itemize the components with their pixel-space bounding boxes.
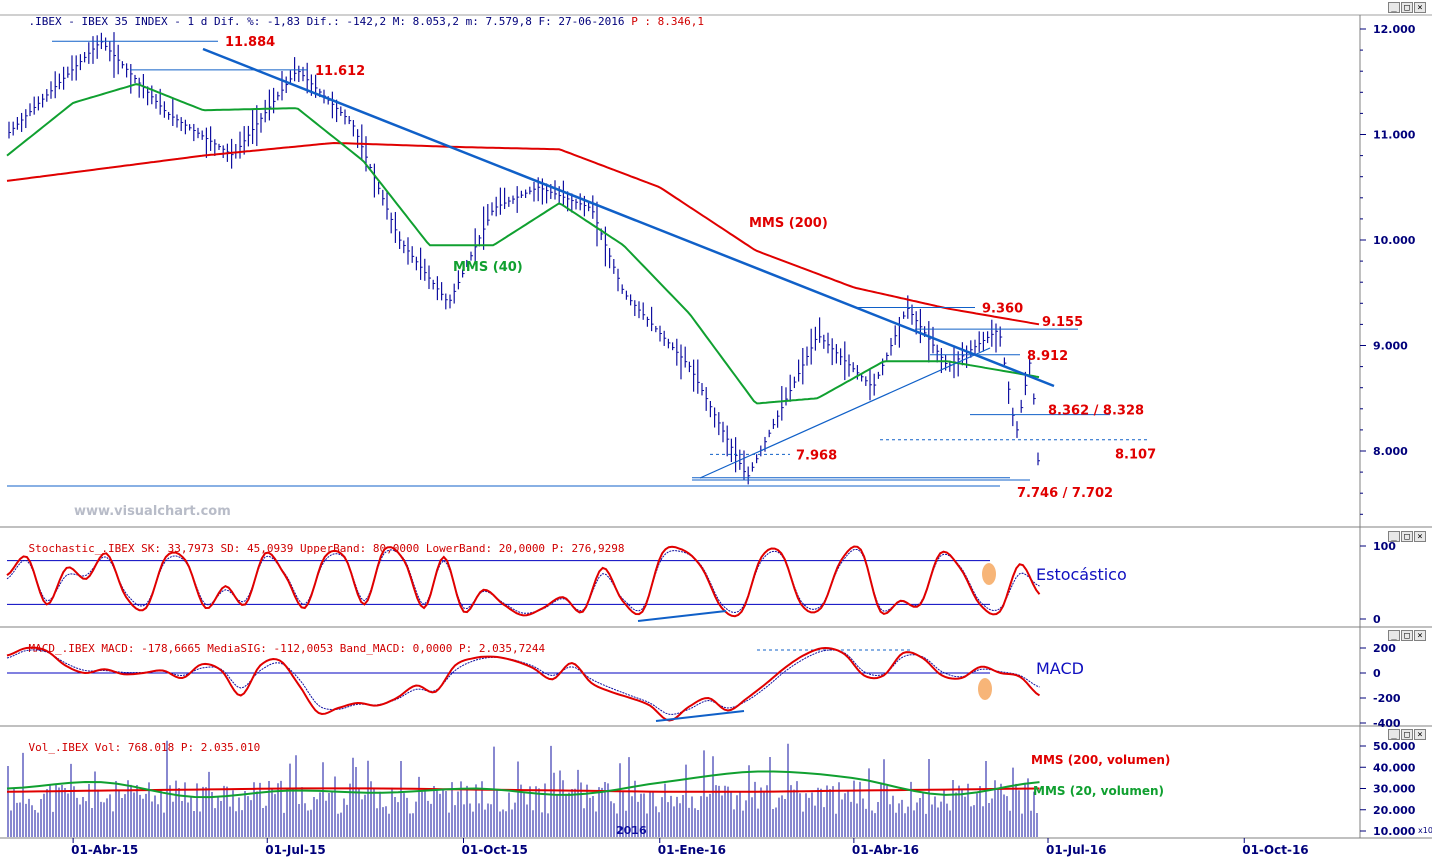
price-tick-label: 12.000 bbox=[1373, 23, 1416, 36]
stoch-title: Estocástico bbox=[1036, 565, 1127, 584]
macd-title: MACD bbox=[1036, 659, 1084, 678]
price-tick-label: 10.000 bbox=[1373, 234, 1416, 247]
vol-tick-label: 40.000 bbox=[1373, 761, 1416, 774]
maximize-button[interactable]: □ bbox=[1401, 2, 1413, 13]
price-tick-label: 9.000 bbox=[1373, 340, 1408, 353]
vol-header-text: Vol_.IBEX Vol: 768.018 bbox=[28, 741, 175, 754]
vol-panel-header: Vol_.IBEX Vol: 768.018 P: 2.035.010 bbox=[2, 728, 261, 767]
date-tick-label: 01-Ene-16 bbox=[658, 843, 726, 857]
stoch-p-text: P: 276,9298 bbox=[551, 542, 625, 555]
stoch-divergence-line bbox=[637, 610, 727, 622]
year-label: 2016 bbox=[616, 824, 647, 837]
vol-mms200-line bbox=[6, 787, 1040, 793]
level-label: 7.968 bbox=[796, 448, 837, 463]
macd-tick-label: 200 bbox=[1373, 642, 1396, 655]
minimize-button[interactable]: _ bbox=[1388, 2, 1400, 13]
watermark-text: www.visualchart.com bbox=[74, 504, 231, 519]
level-label: 9.155 bbox=[1042, 315, 1083, 330]
macd-tick-label: -400 bbox=[1373, 717, 1401, 730]
vol-tick-label: 50.000 bbox=[1373, 740, 1416, 753]
macd-panel-header: MACD_.IBEX MACD: -178,6665 MediaSIG: -11… bbox=[2, 629, 546, 668]
macd-tick-label: -200 bbox=[1373, 692, 1401, 705]
p-value-text: P : 8.346,1 bbox=[631, 15, 705, 28]
date-tick-label: 01-Jul-15 bbox=[265, 843, 325, 857]
date-tick-label: 01-Oct-15 bbox=[462, 843, 528, 857]
level-label: 8.107 bbox=[1115, 448, 1156, 463]
vol-mms200-label: MMS (200, volumen) bbox=[1031, 753, 1170, 767]
macd-header-text: MACD_.IBEX MACD: -178,6665 MediaSIG: -11… bbox=[28, 642, 453, 655]
maximize-button[interactable]: □ bbox=[1401, 531, 1413, 542]
minimize-button[interactable]: _ bbox=[1388, 630, 1400, 641]
vol-mms20-label: MMS (20, volumen) bbox=[1033, 784, 1164, 798]
axes: 12.000 11.000 10.000 9.000 8.000 01-Abr-15 01-… bbox=[71, 23, 1432, 857]
macd-p-text: P: 2.035,7244 bbox=[458, 642, 546, 655]
vol-tick-label: 30.000 bbox=[1373, 783, 1416, 796]
macd-signal-line bbox=[6, 649, 1040, 715]
close-button[interactable]: × bbox=[1414, 729, 1426, 740]
date-tick-label: 01-Jul-16 bbox=[1046, 843, 1106, 857]
volume-panel bbox=[6, 740, 1040, 837]
close-button[interactable]: × bbox=[1414, 531, 1426, 542]
minimize-button[interactable]: _ bbox=[1388, 729, 1400, 740]
symbol-text: .IBEX - IBEX 35 INDEX - bbox=[28, 15, 181, 28]
price-tick-label: 11.000 bbox=[1373, 129, 1416, 142]
macd-divergence-line bbox=[655, 710, 745, 722]
close-button[interactable]: × bbox=[1414, 630, 1426, 641]
date-tick-label: 01-Oct-16 bbox=[1242, 843, 1308, 857]
maximize-button[interactable]: □ bbox=[1401, 729, 1413, 740]
uptrend-line bbox=[699, 347, 991, 479]
minimize-button[interactable]: _ bbox=[1388, 531, 1400, 542]
period-text: 1 d bbox=[187, 15, 208, 28]
date-tick-label: 01-Abr-15 bbox=[71, 843, 138, 857]
vol-tick-label: 10.000 bbox=[1373, 825, 1416, 838]
stoch-sk-line bbox=[6, 545, 1041, 618]
price-panel-header: .IBEX - IBEX 35 INDEX - 1 d Dif. %: -1,8… bbox=[2, 2, 705, 41]
stoch-tick-label: 0 bbox=[1373, 613, 1381, 626]
macd-panel bbox=[6, 646, 1041, 722]
maximize-button[interactable]: □ bbox=[1401, 630, 1413, 641]
downtrend-line bbox=[202, 47, 1055, 388]
close-button[interactable]: × bbox=[1414, 2, 1426, 13]
stoch-panel-header: Stochastic_.IBEX SK: 33,7973 SD: 45,0939… bbox=[2, 529, 625, 568]
stoch-highlight bbox=[982, 563, 996, 585]
stoch-sd-line bbox=[6, 549, 1040, 614]
stoch-header-text: Stochastic_.IBEX SK: 33,7973 SD: 45,0939… bbox=[28, 542, 546, 555]
mms40-line bbox=[6, 83, 1040, 405]
price-panel: 11.884 11.612 9.360 9.155 8.912 8.362 / 8.328… bbox=[6, 32, 1156, 501]
mms200-label: MMS (200) bbox=[749, 216, 828, 231]
macd-line bbox=[6, 646, 1041, 722]
stats-text: Dif. %: -1,83 Dif.: -142,2 M: 8.053,2 m:… bbox=[213, 15, 625, 28]
level-label: 8.362 / 8.328 bbox=[1048, 404, 1144, 419]
mms200-line bbox=[6, 141, 1040, 326]
vol-multiplier-label: x10 bbox=[1418, 826, 1432, 835]
price-tick-label: 8.000 bbox=[1373, 445, 1408, 458]
vol-p-text: P: 2.035.010 bbox=[180, 741, 261, 754]
stochastic-panel bbox=[6, 545, 1041, 622]
macd-highlight bbox=[978, 678, 992, 700]
level-label: 8.912 bbox=[1027, 349, 1068, 364]
vol-tick-label: 20.000 bbox=[1373, 804, 1416, 817]
level-label: 9.360 bbox=[982, 302, 1023, 317]
level-label: 11.884 bbox=[225, 35, 275, 50]
vol-mms20-line bbox=[6, 770, 1040, 799]
level-label: 11.612 bbox=[315, 64, 365, 79]
mms40-label: MMS (40) bbox=[453, 260, 523, 275]
stoch-tick-label: 100 bbox=[1373, 540, 1396, 553]
level-label: 7.746 / 7.702 bbox=[1017, 486, 1113, 501]
date-tick-label: 01-Abr-16 bbox=[852, 843, 919, 857]
macd-tick-label: 0 bbox=[1373, 667, 1381, 680]
